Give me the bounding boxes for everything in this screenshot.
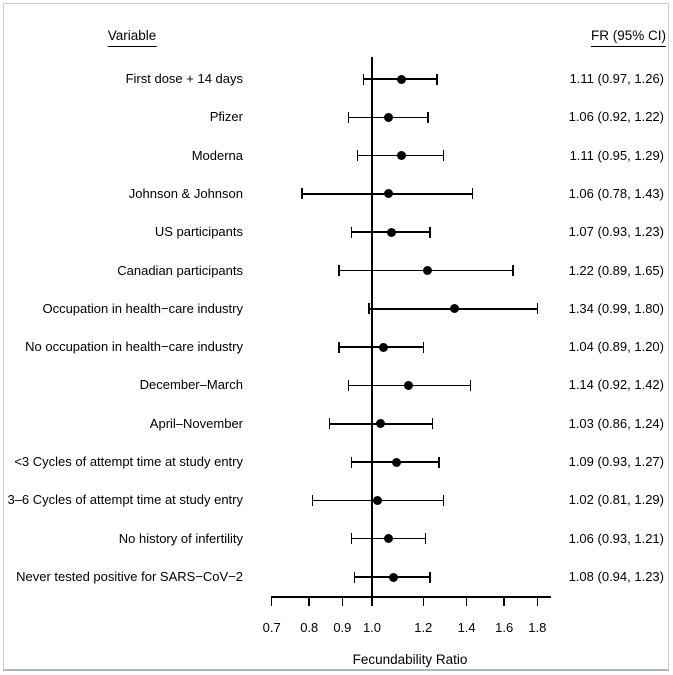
row-label: Canadian participants (117, 262, 243, 278)
row-estimate: 1.11 (0.97, 1.26) (569, 71, 664, 86)
row-label: No occupation in health−care industry (25, 339, 243, 355)
x-axis-tick-label: 1.2 (414, 620, 433, 635)
ci-cap-left (328, 418, 331, 430)
x-axis-tick-label: 1.0 (362, 620, 382, 635)
point-estimate-marker (386, 227, 396, 237)
ci-cap-left (368, 303, 370, 315)
ci-cap-right (442, 150, 445, 162)
point-estimate-marker (423, 266, 433, 276)
variable-column-header: Variable (107, 28, 157, 47)
x-axis-line (270, 596, 551, 598)
row-estimate: 1.34 (0.99, 1.80) (568, 300, 664, 316)
ci-cap-right (429, 226, 431, 238)
row-label: Johnson & Johnson (128, 185, 243, 201)
x-axis-tick (536, 597, 539, 606)
row-label: Never tested positive for SARS−CoV−2 (16, 569, 243, 585)
ci-cap-right (431, 418, 434, 430)
x-axis-tick (270, 597, 273, 606)
row-estimate: 1.11 (0.95, 1.29) (569, 147, 664, 163)
row-label: April–November (149, 415, 243, 431)
ci-cap-right (422, 341, 425, 353)
ci-cap-right (471, 188, 474, 200)
ci-cap-left (347, 379, 350, 391)
row-estimate: 1.06 (0.78, 1.43) (568, 185, 664, 201)
row-label: Pfizer (209, 109, 243, 125)
row-label: Occupation in health−care industry (42, 300, 243, 316)
row-label: US participants (154, 224, 243, 240)
point-estimate-marker (383, 534, 393, 544)
ci-cap-right (424, 533, 427, 545)
point-estimate-marker (389, 572, 399, 582)
ci-cap-right (469, 379, 472, 391)
row-estimate: 1.07 (0.93, 1.23) (568, 224, 664, 240)
row-estimate: 1.08 (0.94, 1.23) (568, 569, 664, 585)
ci-cap-left (350, 226, 353, 238)
x-axis-tick-label: 1.8 (528, 620, 547, 635)
point-estimate-marker (383, 112, 393, 122)
x-axis-tick-label: 1.4 (457, 620, 476, 635)
ci-cap-left (350, 456, 353, 468)
x-axis-title: Fecundability Ratio (352, 652, 468, 667)
x-axis-tick (371, 597, 373, 606)
point-estimate-marker (396, 151, 406, 161)
point-estimate-marker (373, 495, 383, 505)
ci-cap-left (353, 571, 356, 583)
reference-line (371, 57, 373, 598)
x-axis-tick (341, 597, 344, 606)
x-axis-tick-label: 0.7 (262, 620, 281, 635)
ci-cap-left (347, 111, 350, 123)
point-estimate-marker (404, 380, 414, 390)
ci-cap-right (512, 265, 514, 277)
row-label: First dose + 14 days (125, 71, 243, 86)
x-axis-tick (465, 597, 468, 606)
row-label: 3–6 Cycles of attempt time at study entr… (7, 492, 243, 508)
x-axis-tick-label: 1.6 (495, 620, 514, 635)
row-label: No history of infertility (118, 530, 243, 546)
ci-cap-left (301, 188, 303, 200)
point-estimate-marker (449, 304, 459, 314)
ci-cap-left (311, 494, 314, 506)
ci-cap-right (536, 303, 539, 315)
point-estimate-marker (375, 419, 385, 429)
row-label: <3 Cycles of attempt time at study entry (14, 454, 243, 470)
x-axis-tick-label: 0.9 (333, 620, 352, 635)
row-estimate: 1.03 (0.86, 1.24) (568, 415, 664, 431)
point-estimate-marker (391, 457, 401, 467)
row-estimate: 1.09 (0.93, 1.27) (568, 454, 664, 470)
ci-cap-right (427, 111, 429, 123)
ci-cap-right (438, 456, 440, 468)
row-label: December–March (139, 377, 243, 393)
row-estimate: 1.14 (0.92, 1.42) (568, 377, 664, 393)
point-estimate-marker (378, 342, 388, 352)
ci-cap-left (338, 341, 340, 353)
row-estimate: 1.06 (0.93, 1.21) (568, 530, 664, 546)
ci-cap-right (429, 571, 431, 583)
ci-cap-left (356, 150, 359, 162)
ci-cap-right (436, 73, 438, 85)
ci-cap-left (350, 533, 353, 545)
row-label: Moderna (191, 147, 243, 163)
ci-cap-right (442, 494, 445, 506)
x-axis-tick-label: 0.8 (300, 620, 319, 635)
point-estimate-marker (383, 189, 393, 199)
ci-cap-left (338, 265, 340, 277)
x-axis-tick (503, 597, 505, 606)
x-axis-tick (308, 597, 310, 606)
point-estimate-marker (396, 74, 406, 84)
row-estimate: 1.04 (0.89, 1.20) (568, 339, 664, 355)
x-axis-tick (422, 597, 425, 606)
ci-cap-left (362, 73, 365, 85)
row-estimate: 1.02 (0.81, 1.29) (568, 492, 664, 508)
estimate-column-header: FR (95% CI) (590, 28, 666, 47)
row-estimate: 1.06 (0.92, 1.22) (568, 109, 664, 125)
row-estimate: 1.22 (0.89, 1.65) (568, 262, 664, 278)
